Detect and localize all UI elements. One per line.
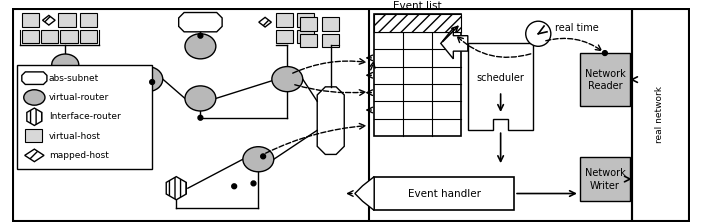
Polygon shape <box>43 15 55 25</box>
Bar <box>297 14 314 27</box>
Circle shape <box>198 33 203 38</box>
Ellipse shape <box>52 54 79 75</box>
Polygon shape <box>441 28 468 59</box>
Circle shape <box>251 181 256 186</box>
Bar <box>25 129 42 142</box>
Bar <box>22 30 39 44</box>
Bar <box>276 30 293 44</box>
Text: mapped-host: mapped-host <box>49 151 109 160</box>
Text: real network: real network <box>656 86 664 143</box>
Text: virtual-router: virtual-router <box>49 93 109 102</box>
Bar <box>276 14 293 27</box>
Polygon shape <box>179 12 222 32</box>
Bar <box>58 14 76 27</box>
Polygon shape <box>259 17 272 27</box>
Polygon shape <box>468 44 534 130</box>
Bar <box>374 14 461 136</box>
Bar <box>60 30 78 44</box>
Text: scheduler: scheduler <box>477 73 524 83</box>
Circle shape <box>526 21 551 46</box>
Bar <box>374 177 514 210</box>
Bar <box>300 17 317 31</box>
Bar <box>22 14 39 27</box>
Circle shape <box>198 115 203 120</box>
Text: real time: real time <box>555 23 598 33</box>
Ellipse shape <box>272 67 303 92</box>
Circle shape <box>602 51 607 56</box>
Polygon shape <box>25 149 44 162</box>
Polygon shape <box>317 87 344 155</box>
Ellipse shape <box>132 67 163 92</box>
Text: Event list: Event list <box>393 1 442 11</box>
Bar <box>297 30 314 44</box>
Bar <box>632 9 689 221</box>
Bar <box>17 65 152 169</box>
Bar <box>41 30 58 44</box>
Polygon shape <box>355 177 374 210</box>
Circle shape <box>232 184 237 189</box>
Circle shape <box>260 154 265 159</box>
Text: Interface-router: Interface-router <box>49 112 121 121</box>
Bar <box>374 14 461 32</box>
Text: Event handler: Event handler <box>408 188 481 198</box>
Ellipse shape <box>24 90 45 105</box>
Polygon shape <box>27 108 42 125</box>
Ellipse shape <box>185 34 216 59</box>
Bar <box>322 34 339 47</box>
Bar <box>80 14 97 27</box>
Bar <box>300 34 317 47</box>
Ellipse shape <box>185 86 216 111</box>
Bar <box>322 17 339 31</box>
Text: Network: Network <box>585 69 625 79</box>
Text: Network: Network <box>585 168 625 178</box>
Bar <box>580 53 630 106</box>
Polygon shape <box>22 72 47 84</box>
Circle shape <box>150 80 154 84</box>
Polygon shape <box>166 177 186 200</box>
Text: abs-subnet: abs-subnet <box>49 74 99 83</box>
Text: Writer: Writer <box>590 181 620 191</box>
Text: Reader: Reader <box>588 81 622 91</box>
Text: virtual-host: virtual-host <box>49 132 101 141</box>
Ellipse shape <box>243 147 274 172</box>
Bar <box>80 30 97 44</box>
Bar <box>580 157 630 201</box>
